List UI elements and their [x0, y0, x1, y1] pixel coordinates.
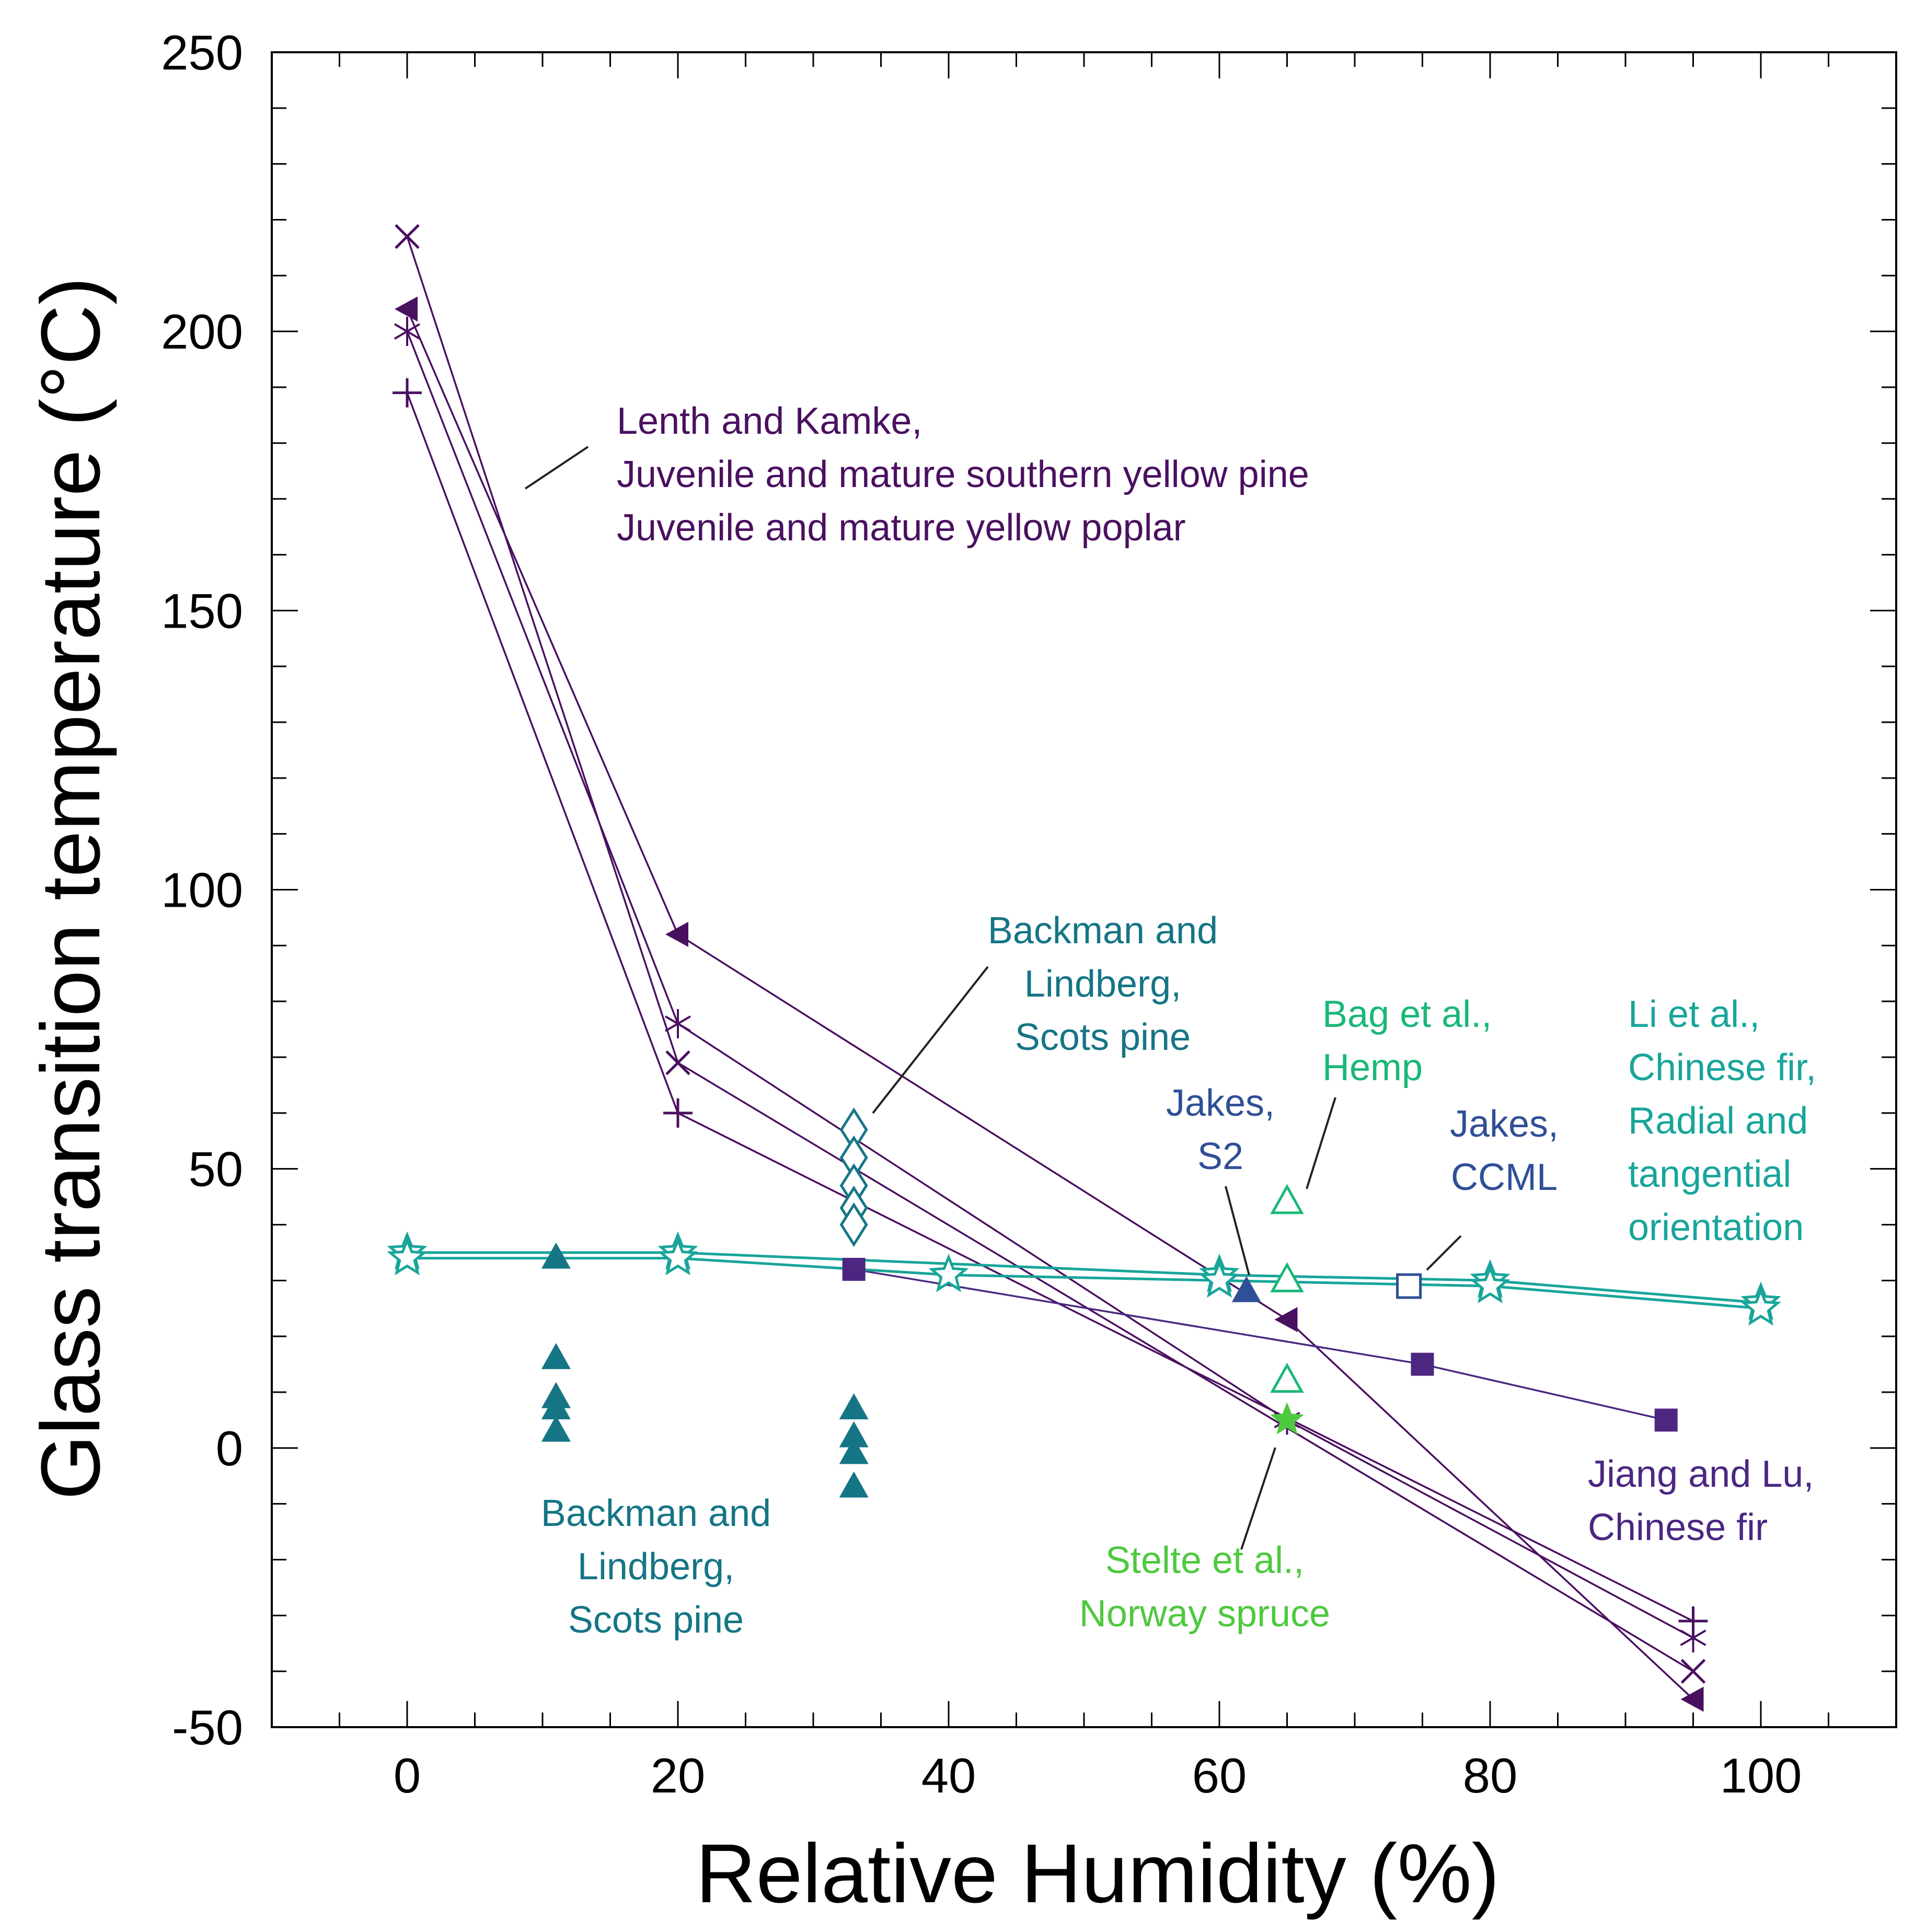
annotation-line: Chinese fir,	[1628, 1047, 1816, 1089]
y-tick-label: 100	[161, 863, 243, 918]
data-point	[1270, 1184, 1304, 1214]
annotation-line: orientation	[1628, 1207, 1804, 1248]
annotation-line: Jakes,	[1166, 1082, 1275, 1124]
data-point	[839, 1202, 868, 1247]
annotation-line: Lindberg,	[578, 1546, 734, 1588]
annotation-jiang: Jiang and Lu, Chinese fir	[1588, 1453, 1814, 1548]
annotation-line: Li et al.,	[1628, 993, 1760, 1035]
annotation-leader	[1306, 1097, 1336, 1189]
annotation-line: S2	[1197, 1136, 1243, 1177]
annotation-line: Radial and	[1628, 1100, 1808, 1142]
data-point	[541, 1393, 571, 1420]
data-point	[1270, 1362, 1304, 1393]
annotation-line: Jakes,	[1450, 1103, 1559, 1145]
x-axis-title: Relative Humidity (%)	[696, 1826, 1500, 1920]
data-point	[1231, 1276, 1261, 1302]
data-point	[541, 1343, 571, 1369]
data-point	[387, 1236, 428, 1276]
y-tick-label: 50	[188, 1142, 243, 1197]
data-point	[1270, 1402, 1304, 1434]
data-point	[393, 378, 422, 408]
data-point	[665, 1050, 690, 1075]
annotation-line: Stelte et al.,	[1105, 1540, 1304, 1581]
data-points	[387, 224, 1781, 1712]
data-point	[1270, 1262, 1304, 1292]
data-point	[928, 1254, 969, 1292]
x-tick-label: 80	[1463, 1748, 1518, 1803]
series-line	[407, 1257, 1761, 1310]
x-tick-label: 20	[651, 1748, 706, 1803]
annotation-leader	[1240, 1447, 1276, 1550]
annotation-jakes-ccml: Jakes, CCML	[1450, 1103, 1559, 1198]
annotation-line: Hemp	[1322, 1047, 1423, 1089]
data-point	[1470, 1265, 1510, 1303]
data-point	[395, 296, 418, 322]
data-point	[1199, 1259, 1240, 1298]
data-point	[842, 1257, 866, 1281]
series-line	[406, 308, 1694, 1700]
x-tick-label: 100	[1720, 1748, 1802, 1803]
annotation-li: Li et al., Chinese fir, Radial and tangenti…	[1628, 993, 1816, 1248]
data-point	[658, 1236, 698, 1276]
annotation-leaders	[524, 446, 1462, 1550]
data-point	[665, 921, 688, 947]
data-point	[1680, 1686, 1704, 1712]
y-tick-label: -50	[172, 1700, 243, 1755]
data-point	[1680, 1659, 1706, 1684]
annotation-line: Lindberg,	[1024, 963, 1181, 1005]
x-tick-label: 60	[1192, 1748, 1247, 1803]
annotation-leader	[1426, 1235, 1462, 1271]
annotation-leader	[1225, 1186, 1250, 1276]
annotation-line: Chinese fir	[1588, 1507, 1768, 1548]
annotation-labels: Lenth and Kamke, Juvenile and mature sout…	[541, 400, 1816, 1641]
data-point	[663, 1098, 693, 1128]
data-point	[839, 1471, 869, 1498]
annotation-leader	[872, 966, 989, 1114]
annotation-line: Bag et al.,	[1322, 993, 1492, 1035]
data-point	[839, 1421, 869, 1448]
data-point	[541, 1415, 571, 1442]
x-tick-label: 0	[394, 1748, 421, 1803]
annotation-line: Jiang and Lu,	[1588, 1453, 1814, 1495]
series-line	[406, 331, 1694, 1639]
annotation-line: Backman and	[988, 910, 1218, 952]
x-tick-label: 40	[921, 1748, 976, 1803]
data-point	[394, 317, 421, 346]
data-point	[541, 1242, 571, 1269]
y-tick-label: 0	[216, 1421, 243, 1476]
annotation-backman-bottom: Backman and Lindberg, Scots pine	[541, 1493, 771, 1641]
data-point	[395, 224, 420, 249]
y-axis-title: Glass transition temperature (°C)	[24, 277, 117, 1500]
annotation-jakes-s2: Jakes, S2	[1166, 1082, 1275, 1177]
annotation-line: Scots pine	[568, 1599, 744, 1641]
annotation-line: Juvenile and mature southern yellow pine	[617, 454, 1309, 495]
annotation-backman-top: Backman and Lindberg, Scots pine	[988, 910, 1218, 1058]
annotation-line: Norway spruce	[1079, 1593, 1330, 1635]
annotation-line: CCML	[1451, 1156, 1558, 1198]
data-point	[1411, 1352, 1434, 1376]
data-point	[1396, 1273, 1422, 1299]
annotation-leader	[524, 446, 589, 490]
annotation-line: tangential	[1628, 1153, 1791, 1195]
data-point	[1740, 1287, 1781, 1326]
annotation-bag: Bag et al., Hemp	[1322, 993, 1492, 1089]
annotation-stelte: Stelte et al., Norway spruce	[1079, 1540, 1330, 1635]
y-tick-label: 150	[161, 583, 243, 638]
data-point	[1654, 1408, 1678, 1432]
annotation-line: Backman and	[541, 1493, 771, 1534]
y-tick-label: 200	[161, 304, 243, 359]
axis-ticks: 0 20 40 60 80 100 -50 0 50 100 150 200 250	[161, 25, 1897, 1803]
annotation-line: Juvenile and mature yellow poplar	[617, 507, 1186, 549]
y-tick-label: 250	[161, 25, 243, 80]
data-point	[839, 1393, 869, 1420]
data-point	[839, 1438, 869, 1464]
data-point	[1274, 1307, 1298, 1333]
annotation-lenth: Lenth and Kamke, Juvenile and mature sout…	[617, 400, 1309, 549]
annotation-line: Lenth and Kamke,	[617, 400, 922, 442]
data-point	[664, 1009, 691, 1038]
annotation-line: Scots pine	[1015, 1016, 1191, 1058]
data-point	[1678, 1606, 1708, 1636]
